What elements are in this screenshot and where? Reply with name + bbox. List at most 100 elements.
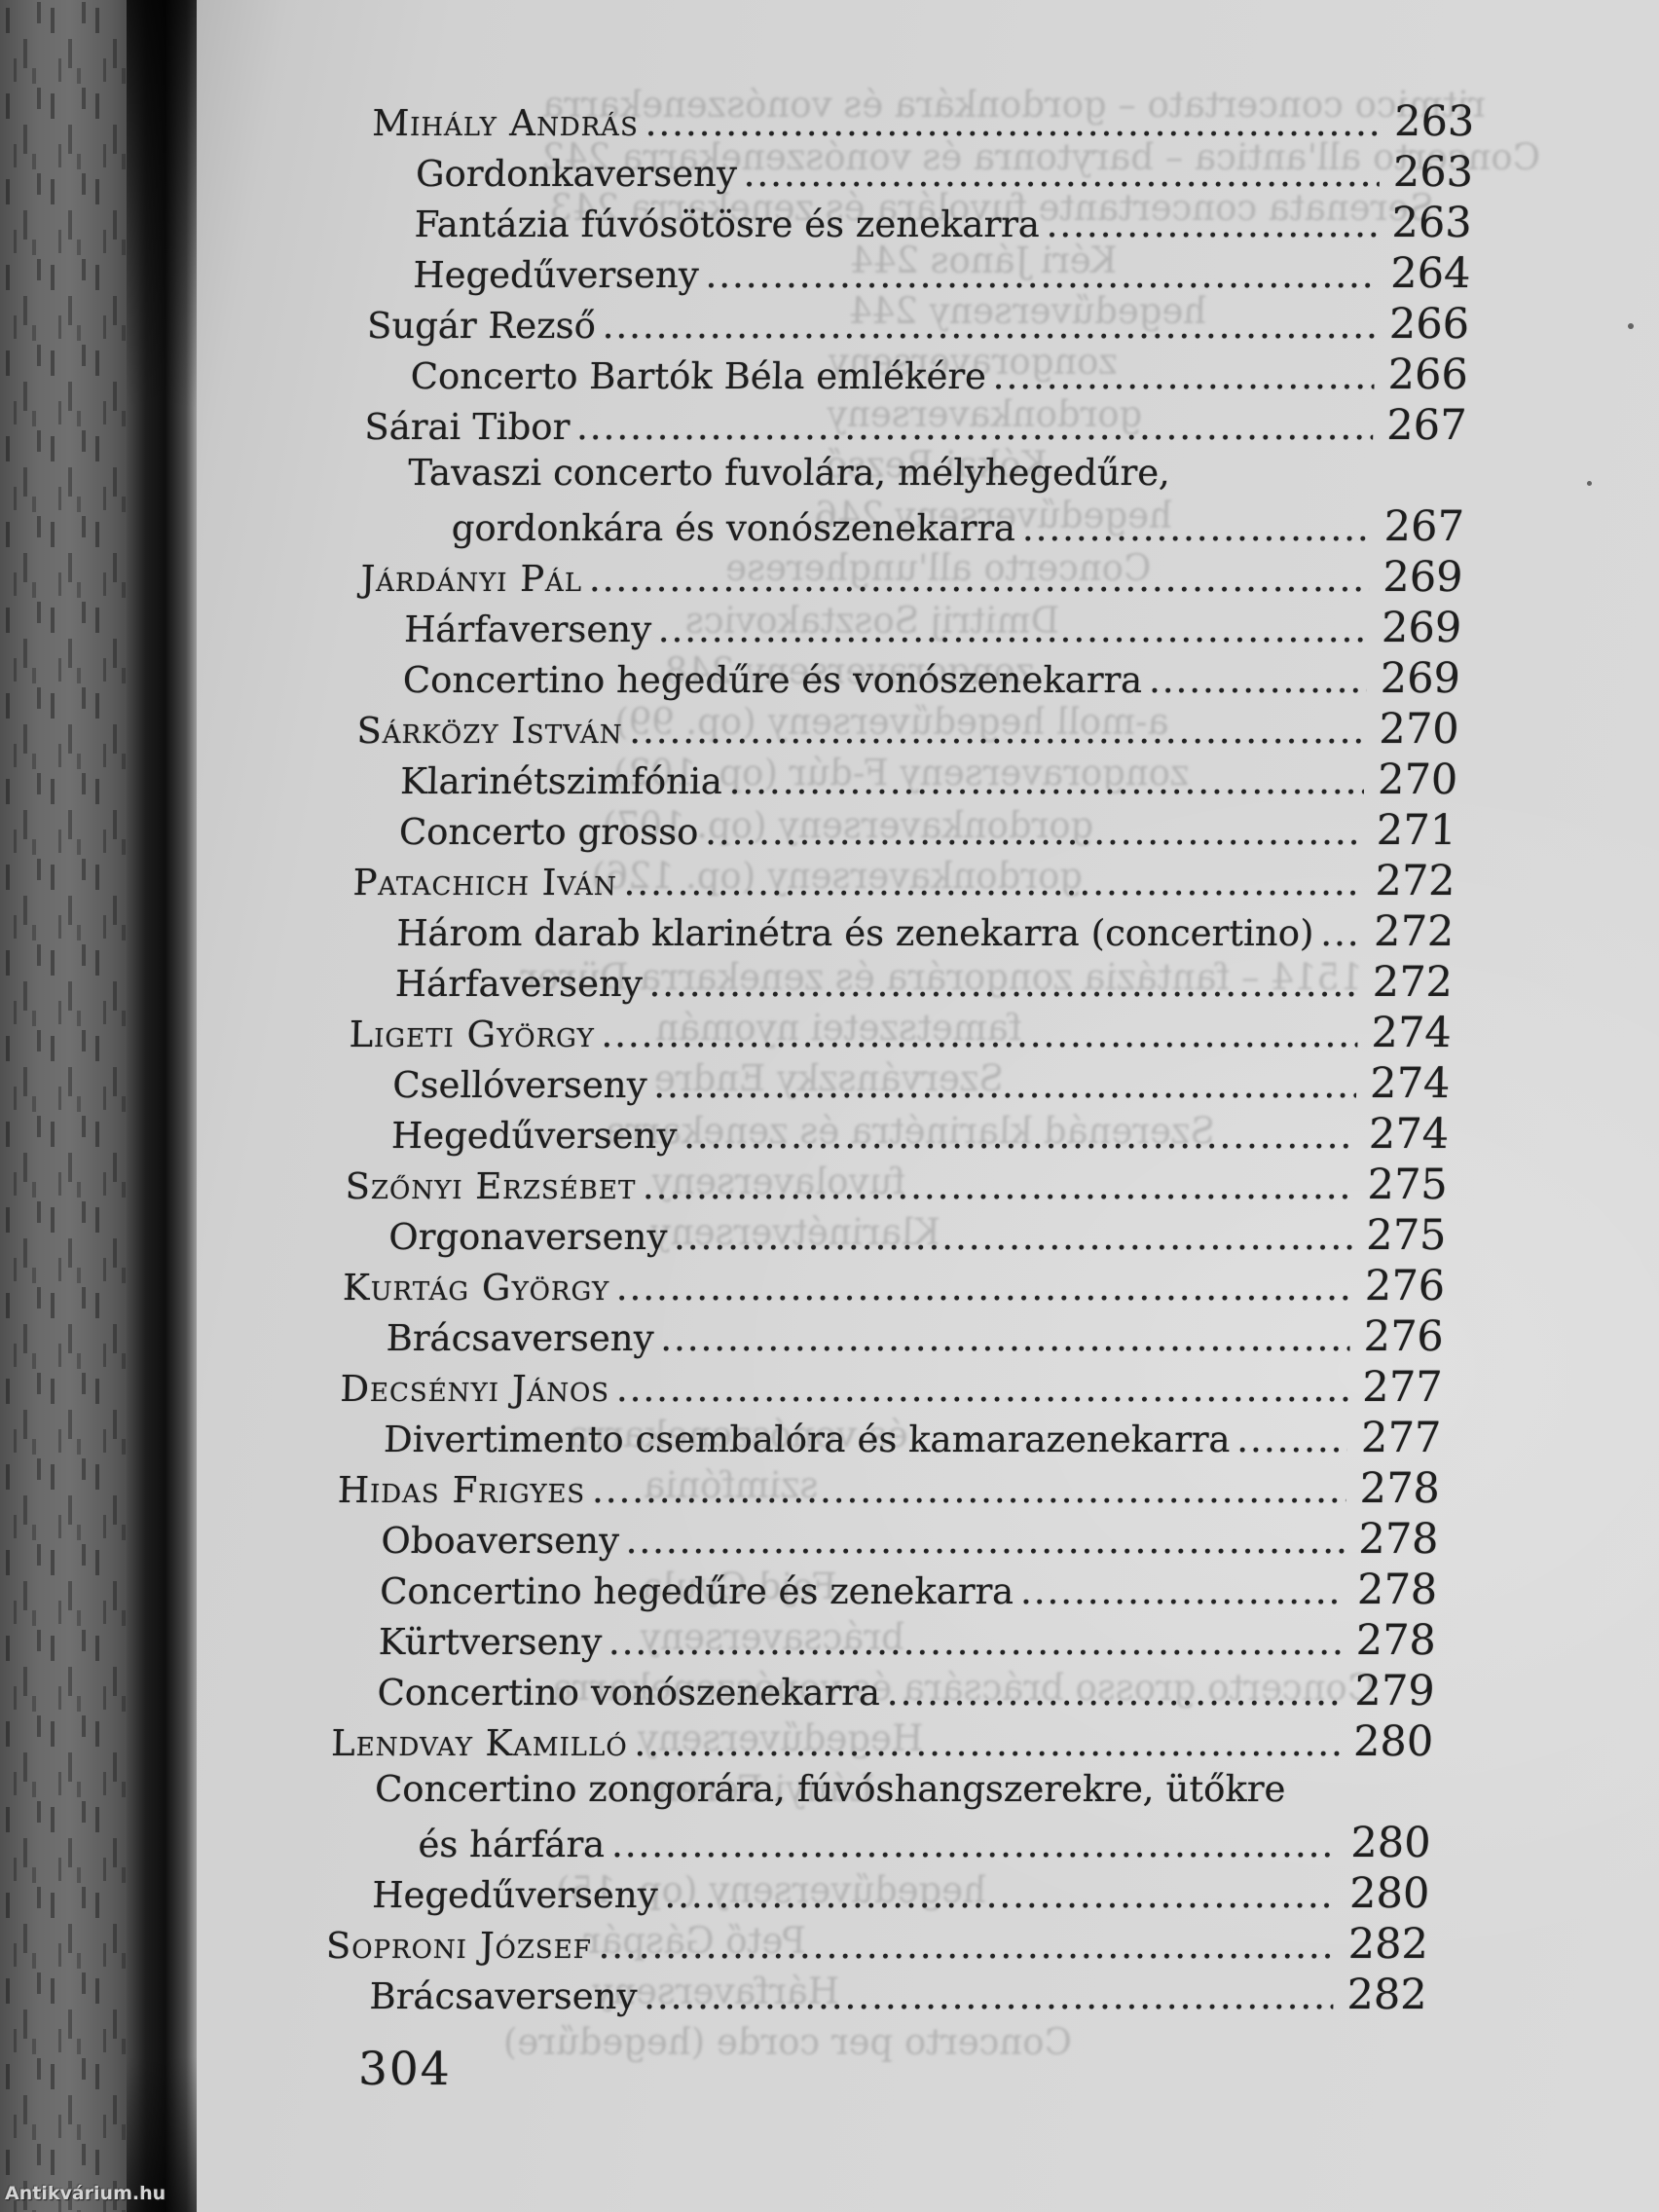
- toc-entry-title: Sárai Tibor: [363, 406, 571, 448]
- toc-page-number: 269: [1382, 553, 1464, 602]
- toc-page-number: 267: [1383, 502, 1465, 551]
- toc-page-number: 274: [1370, 1009, 1453, 1057]
- toc-entry-title: és hárfára: [418, 1824, 606, 1865]
- toc-page-number: 274: [1369, 1059, 1451, 1108]
- dot-leader: ........................................…: [588, 558, 1371, 600]
- toc-entry-composer: Lendvay Kamilló.........................…: [331, 1717, 1434, 1768]
- toc-entry-work: Hárfaverseny............................…: [350, 958, 1453, 1009]
- toc-entry-work: Concertino zongorára, fúvóshangszerekre,…: [329, 1768, 1432, 1819]
- toc-entry-title: Hidas Frigyes: [337, 1469, 586, 1511]
- toc-page-number: 272: [1374, 857, 1456, 905]
- toc-page-number: 276: [1363, 1312, 1445, 1361]
- toc-entry-title: Kürtverseny: [378, 1621, 603, 1663]
- dot-leader: ........................................…: [629, 710, 1367, 752]
- toc-entry-work: Hárfaverseny............................…: [359, 604, 1462, 654]
- toc-entry-title: Hárfaverseny: [403, 608, 652, 650]
- toc-entry-composer: Hidas Frigyes...........................…: [337, 1464, 1440, 1515]
- dot-leader: ........................................…: [625, 1520, 1346, 1562]
- dot-leader: ........................................…: [601, 1014, 1359, 1055]
- dot-leader: ........................................…: [1019, 1570, 1345, 1612]
- toc-entry-work: Három darab klarinétra és zenekarra (con…: [351, 907, 1455, 958]
- toc-entry-composer: Sugár Rezső.............................…: [366, 300, 1470, 350]
- toc-entry-composer: Decsényi János..........................…: [340, 1363, 1443, 1414]
- toc-entry-title: Fantázia fúvósötösre és zenekarra: [414, 203, 1041, 245]
- toc-entry-title: Három darab klarinétra és zenekarra (con…: [395, 912, 1315, 954]
- dot-leader: ........................................…: [660, 1317, 1351, 1359]
- toc-page-number: 272: [1372, 958, 1454, 1007]
- toc-page-number: 279: [1353, 1667, 1436, 1715]
- toc-entry-title: Concerto grosso: [398, 811, 699, 853]
- dot-leader: ........................................…: [653, 1064, 1357, 1106]
- toc-page-number: 277: [1360, 1414, 1442, 1462]
- toc-entry-title: Ligeti György: [349, 1014, 596, 1055]
- toc-page-number: 267: [1385, 401, 1468, 450]
- toc-entry-title: Hegedűverseny: [412, 254, 700, 296]
- toc-entry-title: Tavaszi concerto fuvolára, mélyhegedűre,: [407, 452, 1171, 494]
- toc-entry-work: Concerto Bartók Béla emlékére...........…: [365, 350, 1468, 401]
- toc-page-number: 263: [1393, 97, 1475, 146]
- dot-leader: ........................................…: [642, 1165, 1355, 1207]
- toc-entry-composer: Járdányi Pál............................…: [360, 553, 1463, 604]
- toc-entry-work: Klarinétszimfónia.......................…: [355, 756, 1458, 806]
- toc-entry-title: Concertino hegedűre és zenekarra: [379, 1570, 1014, 1612]
- toc-entry-title: Mihály András: [371, 102, 640, 144]
- toc-entry-composer: Sárközy István..........................…: [356, 705, 1459, 756]
- dot-leader: ........................................…: [1236, 1419, 1348, 1460]
- toc-entry-title: Decsényi János: [339, 1368, 610, 1410]
- toc-entry-composer: Szőnyi Erzsébet.........................…: [345, 1161, 1448, 1211]
- toc-entry-work: Kürtverseny.............................…: [333, 1616, 1436, 1667]
- toc-page-number: 282: [1347, 1920, 1429, 1969]
- toc-entry-title: Csellóverseny: [391, 1064, 648, 1106]
- toc-page-number: 276: [1364, 1262, 1446, 1310]
- toc-page-number: 269: [1380, 654, 1461, 703]
- toc-page-number: 280: [1349, 1819, 1432, 1867]
- gutter-shadow: [127, 0, 197, 2212]
- toc-entry-title: Orgonaverseny: [387, 1216, 668, 1258]
- toc-entry-composer: Kurtág György...........................…: [342, 1262, 1446, 1312]
- toc-entry-title: Brácsaverseny: [369, 1975, 638, 2017]
- toc-entry-title: Hegedűverseny: [371, 1874, 659, 1916]
- toc-entry-title: Sárközy István: [355, 710, 624, 752]
- toc-entry-work: Brácsaverseny...........................…: [341, 1312, 1444, 1363]
- dot-leader: ........................................…: [615, 1267, 1352, 1309]
- dot-leader: ........................................…: [1148, 659, 1368, 701]
- toc-entry-title: Járdányi Pál: [359, 558, 583, 600]
- dot-leader: ........................................…: [682, 1115, 1356, 1157]
- toc-entry-title: Concertino vonószenekarra: [376, 1672, 881, 1714]
- toc-entry-work: és hárfára..............................…: [328, 1819, 1431, 1869]
- dot-leader: ........................................…: [623, 862, 1363, 903]
- dot-leader: ........................................…: [705, 254, 1378, 296]
- paper-background: [197, 0, 1659, 2212]
- dot-leader: ........................................…: [591, 1469, 1347, 1511]
- dot-leader: ........................................…: [602, 305, 1377, 347]
- dot-leader: ........................................…: [743, 153, 1381, 195]
- toc-entry-work: Hegedűverseny...........................…: [368, 249, 1471, 300]
- toc-entry-title: Szőnyi Erzsébet: [345, 1165, 637, 1207]
- toc-entry-work: Concertino hegedűre és vonószenekarra...…: [357, 654, 1460, 705]
- cloth-shading: [0, 0, 127, 2212]
- dot-leader: ........................................…: [610, 1824, 1339, 1865]
- dot-leader: ........................................…: [992, 355, 1376, 397]
- toc-page-number: 271: [1376, 806, 1457, 855]
- dot-leader: ........................................…: [1319, 912, 1361, 954]
- dot-leader: ........................................…: [728, 760, 1365, 802]
- toc-entry-work: Hegedűverseny...........................…: [327, 1869, 1430, 1920]
- toc-page-number: 282: [1346, 1971, 1428, 2019]
- toc-entry-title: Concerto Bartók Béla emlékére: [410, 355, 987, 397]
- toc-page-number: 278: [1356, 1566, 1438, 1614]
- toc-page-number: 278: [1355, 1616, 1437, 1665]
- toc-page-number: 277: [1361, 1363, 1444, 1412]
- toc-entry-work: Gordonkaverseny.........................…: [370, 148, 1473, 199]
- toc-page-number: 270: [1378, 705, 1460, 754]
- dot-leader: ........................................…: [648, 963, 1360, 1005]
- toc-entry-work: Concertino hegedűre és zenekarra........…: [335, 1566, 1438, 1616]
- toc-entry-work: Hegedűverseny...........................…: [346, 1110, 1449, 1161]
- toc-entry-work: Csellóverseny...........................…: [348, 1059, 1451, 1110]
- watermark: Antikvárium.hu: [5, 2183, 166, 2204]
- toc-entry-work: Tavaszi concerto fuvolára, mélyhegedűre,: [362, 452, 1465, 502]
- folio-page-number: 304: [358, 2043, 452, 2096]
- toc-entry-title: Brácsaverseny: [386, 1317, 655, 1359]
- toc-entry-title: Klarinétszimfónia: [399, 760, 723, 802]
- toc-entry-work: Orgonaverseny...........................…: [344, 1211, 1447, 1262]
